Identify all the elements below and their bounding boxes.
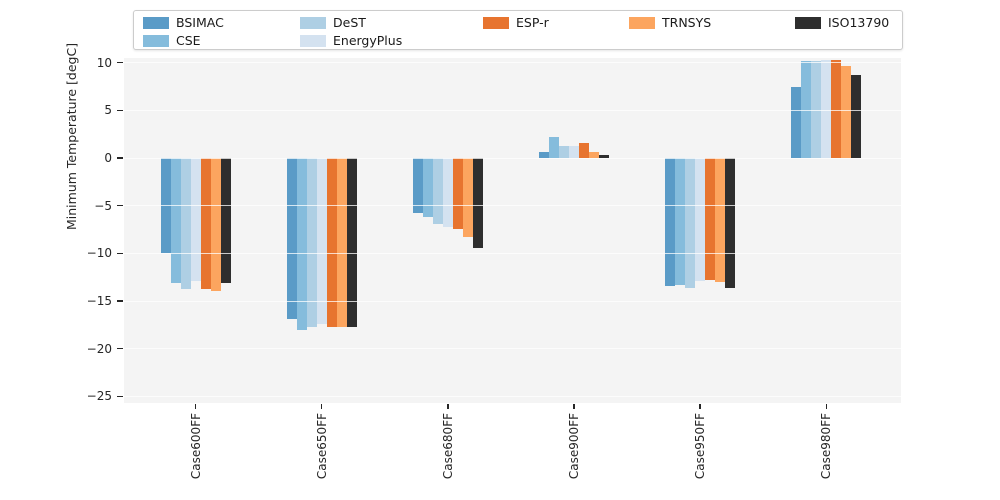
legend-box: BSIMAC CSE DeST EnergyPlus ESP-r TRNSYS ISO137… bbox=[133, 10, 903, 50]
y-tick-mark bbox=[117, 157, 123, 159]
bar-EnergyPlus-Case680FF bbox=[442, 158, 453, 227]
y-tick-label: −25 bbox=[86, 389, 112, 404]
legend-swatch-icon bbox=[300, 17, 326, 29]
bar-ESP-r-Case600FF bbox=[200, 158, 211, 289]
y-tick-label: 5 bbox=[104, 103, 112, 118]
bar-ISO13790-Case980FF bbox=[851, 75, 862, 159]
grid-line bbox=[124, 62, 901, 64]
x-tick-mark bbox=[825, 404, 827, 409]
x-tick-label-Case900FF: Case900FF bbox=[566, 413, 581, 480]
grid-line bbox=[124, 205, 901, 207]
y-tick-label: −20 bbox=[86, 341, 112, 356]
legend-label: BSIMAC bbox=[176, 15, 224, 30]
legend-swatch-icon bbox=[795, 17, 821, 29]
bar-DeST-Case980FF bbox=[811, 60, 822, 159]
bar-ESP-r-Case950FF bbox=[705, 158, 716, 281]
grid-line bbox=[124, 395, 901, 397]
bar-TRNSYS-Case900FF bbox=[588, 152, 599, 159]
bar-BSIMAC-Case950FF bbox=[665, 158, 676, 286]
x-tick-label-Case950FF: Case950FF bbox=[693, 413, 708, 480]
y-tick-label: −5 bbox=[94, 198, 112, 213]
bar-TRNSYS-Case650FF bbox=[336, 158, 347, 327]
bar-ESP-r-Case680FF bbox=[452, 158, 463, 229]
y-tick-label: 10 bbox=[96, 55, 112, 70]
y-tick-mark bbox=[117, 395, 123, 398]
y-tick-label: 0 bbox=[104, 151, 112, 166]
legend-swatch-icon bbox=[143, 35, 169, 47]
bar-EnergyPlus-Case980FF bbox=[821, 59, 832, 159]
y-tick-mark bbox=[117, 109, 123, 112]
bar-DeST-Case900FF bbox=[558, 145, 569, 159]
legend-label: CSE bbox=[176, 33, 201, 48]
legend-label: ISO13790 bbox=[828, 15, 890, 30]
bar-DeST-Case650FF bbox=[306, 158, 317, 327]
bar-ESP-r-Case650FF bbox=[326, 158, 337, 327]
grid-line bbox=[124, 300, 901, 302]
bar-ISO13790-Case650FF bbox=[346, 158, 357, 327]
x-tick-mark bbox=[699, 404, 701, 409]
bar-ISO13790-Case950FF bbox=[725, 158, 736, 288]
bar-ISO13790-Case900FF bbox=[598, 155, 609, 159]
x-tick-mark bbox=[320, 404, 323, 409]
legend-swatch-icon bbox=[143, 17, 169, 29]
y-tick-mark bbox=[117, 252, 123, 255]
y-tick-mark bbox=[117, 205, 123, 207]
x-tick-label-Case980FF: Case980FF bbox=[819, 413, 834, 480]
y-tick-mark bbox=[117, 300, 123, 302]
bar-CSE-Case650FF bbox=[296, 158, 307, 330]
bar-BSIMAC-Case900FF bbox=[538, 152, 549, 159]
legend-swatch-icon bbox=[483, 17, 509, 29]
bar-EnergyPlus-Case600FF bbox=[190, 158, 201, 281]
grid-line bbox=[124, 109, 901, 111]
bar-ESP-r-Case900FF bbox=[578, 142, 589, 159]
legend-label: DeST bbox=[333, 15, 366, 30]
x-tick-mark bbox=[447, 404, 449, 409]
legend-swatch-icon bbox=[300, 35, 326, 47]
x-tick-label-Case650FF: Case650FF bbox=[314, 413, 329, 480]
legend-swatch-icon bbox=[629, 17, 655, 29]
x-tick-mark bbox=[194, 404, 197, 409]
x-tick-mark bbox=[573, 404, 575, 409]
x-tick-label-Case600FF: Case600FF bbox=[188, 413, 203, 480]
y-tick-mark bbox=[117, 62, 123, 64]
bar-BSIMAC-Case650FF bbox=[286, 158, 297, 320]
bar-CSE-Case680FF bbox=[422, 158, 433, 218]
y-tick-label: −15 bbox=[86, 294, 112, 309]
bar-ISO13790-Case600FF bbox=[220, 158, 231, 283]
bar-ESP-r-Case980FF bbox=[831, 59, 842, 159]
legend-label: TRNSYS bbox=[662, 15, 712, 30]
grid-line bbox=[124, 252, 901, 254]
legend-label: EnergyPlus bbox=[333, 33, 403, 48]
bar-CSE-Case950FF bbox=[675, 158, 686, 285]
bar-CSE-Case600FF bbox=[170, 158, 181, 283]
y-tick-mark bbox=[117, 347, 123, 350]
bar-CSE-Case900FF bbox=[548, 137, 559, 159]
bar-TRNSYS-Case680FF bbox=[462, 158, 473, 238]
plot-area bbox=[124, 58, 901, 403]
bar-EnergyPlus-Case900FF bbox=[568, 145, 579, 159]
bar-BSIMAC-Case680FF bbox=[412, 158, 423, 214]
bar-DeST-Case950FF bbox=[685, 158, 696, 288]
x-tick-label-Case680FF: Case680FF bbox=[440, 413, 455, 480]
bar-BSIMAC-Case980FF bbox=[791, 86, 802, 159]
bar-EnergyPlus-Case950FF bbox=[695, 158, 706, 281]
legend-label: ESP-r bbox=[516, 15, 549, 30]
bar-ISO13790-Case680FF bbox=[472, 158, 483, 248]
grid-line bbox=[124, 157, 901, 159]
bar-DeST-Case600FF bbox=[180, 158, 191, 289]
bar-DeST-Case680FF bbox=[432, 158, 443, 224]
grid-line bbox=[124, 348, 901, 350]
bar-TRNSYS-Case600FF bbox=[210, 158, 221, 292]
y-tick-label: −10 bbox=[86, 246, 112, 261]
bar-CSE-Case980FF bbox=[801, 60, 812, 159]
bar-TRNSYS-Case980FF bbox=[841, 65, 852, 159]
bar-TRNSYS-Case950FF bbox=[715, 158, 726, 282]
bar-EnergyPlus-Case650FF bbox=[316, 158, 327, 324]
